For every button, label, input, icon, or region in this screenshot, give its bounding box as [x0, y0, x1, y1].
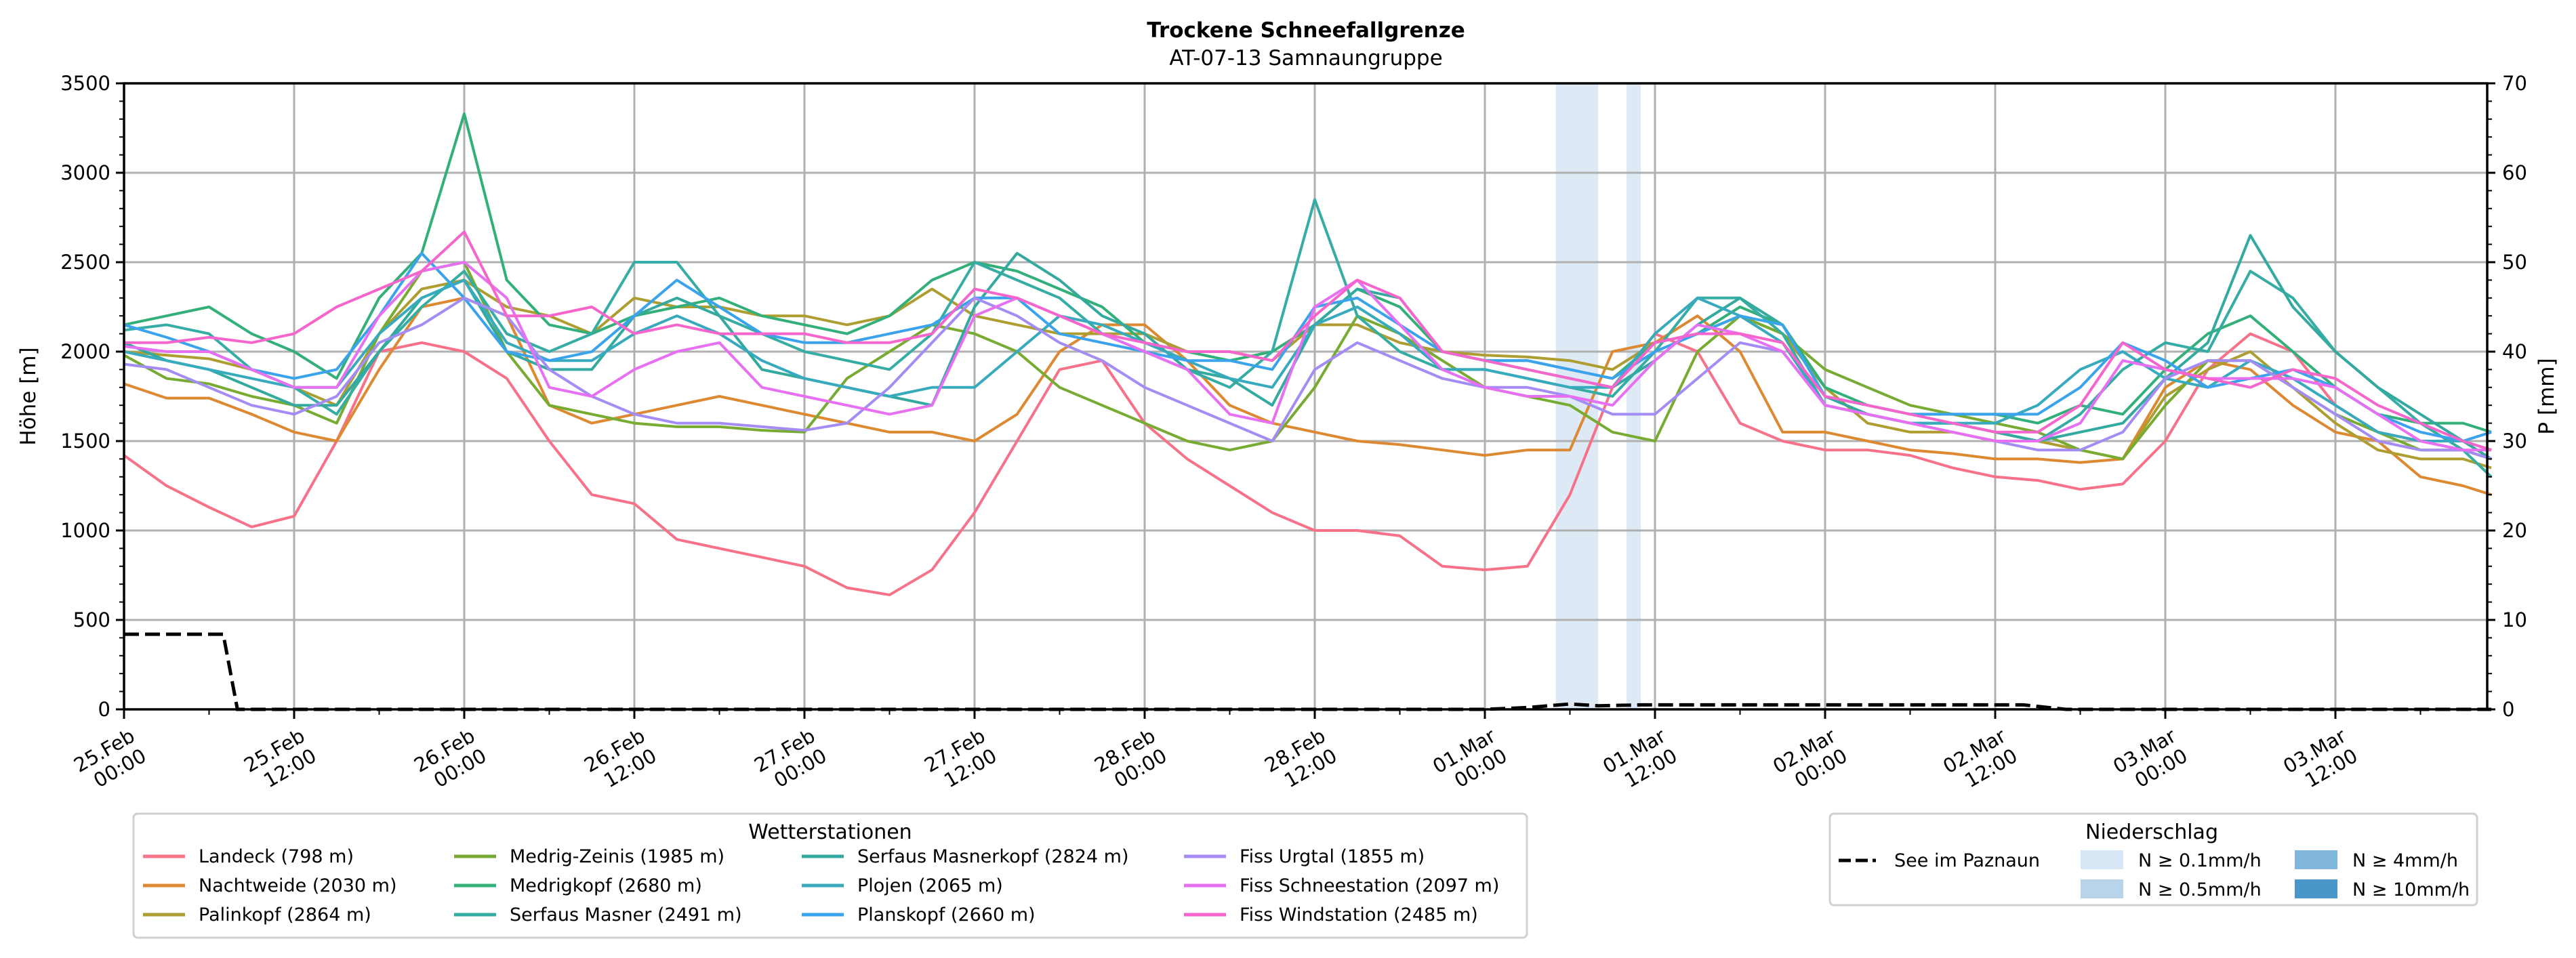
y-right-tick-label: 70 [2502, 72, 2527, 95]
y-right-tick-label: 20 [2502, 519, 2527, 542]
legend-precip-label: N ≥ 4mm/h [2352, 850, 2458, 871]
y-tick-label: 0 [98, 698, 110, 721]
legend-label: Nachtweide (2030 m) [199, 875, 396, 896]
precip-span [1627, 83, 1641, 709]
y-right-tick-label: 40 [2502, 340, 2527, 363]
legend-item: Fiss Urgtal (1855 m) [1184, 846, 1425, 867]
legend-precip-label: N ≥ 0.1mm/h [2138, 850, 2262, 871]
legend-label: Serfaus Masner (2491 m) [510, 904, 742, 925]
legend-label: Plojen (2065 m) [857, 875, 1003, 896]
legend-item: Plojen (2065 m) [802, 875, 1003, 896]
series-line [123, 261, 2492, 452]
legend-item: Palinkopf (2864 m) [143, 904, 371, 925]
series-line [123, 112, 2492, 434]
legend-item: Serfaus Masnerkopf (2824 m) [802, 846, 1128, 867]
legend-precip-swatch [2081, 879, 2123, 898]
y-axis-right-label: P [mm] [2535, 358, 2559, 434]
legend-item: Landeck (798 m) [143, 846, 354, 867]
legend-label: Palinkopf (2864 m) [199, 904, 371, 925]
grid [124, 83, 2487, 709]
series-line [124, 230, 2492, 452]
legend-label: Landeck (798 m) [199, 846, 354, 867]
chart-subtitle: AT-07-13 Samnaungruppe [1169, 46, 1442, 70]
legend-precip-swatch [2295, 879, 2337, 898]
y-right-tick-label: 0 [2502, 698, 2514, 721]
y-tick-label: 1000 [60, 519, 110, 542]
y-tick-label: 3500 [60, 72, 110, 95]
chart-title: Trockene Schneefallgrenze [1147, 18, 1465, 43]
legend-item: Nachtweide (2030 m) [143, 875, 396, 896]
legend-precip-label: N ≥ 0.5mm/h [2138, 879, 2262, 900]
legend-label: Fiss Schneestation (2097 m) [1240, 875, 1499, 896]
y-tick-label: 1500 [60, 430, 110, 453]
legend-label: Medrigkopf (2680 m) [510, 875, 702, 896]
legend-precip-line-label: See im Paznaun [1894, 850, 2040, 871]
legend-stations: Wetterstationen Landeck (798 m) Nachtweid… [132, 812, 1528, 939]
y-axis-label: Höhe [m] [16, 347, 41, 445]
legend-precip-item: N ≥ 0.1mm/h [2081, 850, 2262, 871]
plot-frame [123, 82, 2489, 711]
legend-label: Planskopf (2660 m) [857, 904, 1036, 925]
y-right-tick-label: 60 [2502, 161, 2527, 184]
legend-item: Medrigkopf (2680 m) [454, 875, 702, 896]
legend-label: Serfaus Masnerkopf (2824 m) [857, 846, 1128, 867]
legend-label: Fiss Urgtal (1855 m) [1240, 846, 1425, 867]
legend-item: Fiss Windstation (2485 m) [1184, 904, 1478, 925]
series-line [123, 296, 2492, 461]
legend-item: Planskopf (2660 m) [802, 904, 1036, 925]
legend-precip-item: N ≥ 4mm/h [2295, 850, 2458, 871]
legend-label: Medrig-Zeinis (1985 m) [510, 846, 724, 867]
legend-stations-title: Wetterstationen [748, 820, 912, 844]
y-tick-label: 3000 [60, 161, 110, 184]
series-lines [123, 112, 2493, 597]
legend-label: Fiss Windstation (2485 m) [1240, 904, 1478, 925]
legend-item: Serfaus Masner (2491 m) [454, 904, 742, 925]
series-line [123, 251, 2492, 442]
legend-precip: Niederschlag See im Paznaun N ≥ 0.1mm/h N… [1828, 812, 2478, 907]
series-line [123, 261, 2492, 461]
legend-precip-title: Niederschlag [2085, 820, 2218, 844]
legend-precip-item: N ≥ 10mm/h [2295, 879, 2470, 900]
legend-precip-swatch [2081, 850, 2123, 869]
y-right-tick-label: 10 [2502, 608, 2527, 631]
y-tick-label: 2000 [60, 340, 110, 363]
legend-item: Fiss Schneestation (2097 m) [1184, 875, 1499, 896]
precip-line [124, 632, 2492, 711]
series-line [123, 296, 2492, 497]
y-tick-label: 500 [73, 608, 110, 631]
legend-precip-item: N ≥ 0.5mm/h [2081, 879, 2262, 900]
y-right-tick-label: 30 [2502, 430, 2527, 453]
legend-precip-label: N ≥ 10mm/h [2352, 879, 2470, 900]
precip-line-group [124, 632, 2492, 711]
axes [123, 82, 2489, 711]
series-line [123, 278, 2492, 470]
ticks: 0 500 1000 1500 2000 2500 3000 3500 0 10 20 30 40 50 6… [60, 72, 2527, 793]
series-line [123, 198, 2493, 478]
y-tick-label: 2500 [60, 251, 110, 274]
legend-item: Medrig-Zeinis (1985 m) [454, 846, 724, 867]
legend-precip-swatch [2295, 850, 2337, 869]
y-right-tick-label: 50 [2502, 251, 2527, 274]
series-line [123, 332, 2492, 597]
